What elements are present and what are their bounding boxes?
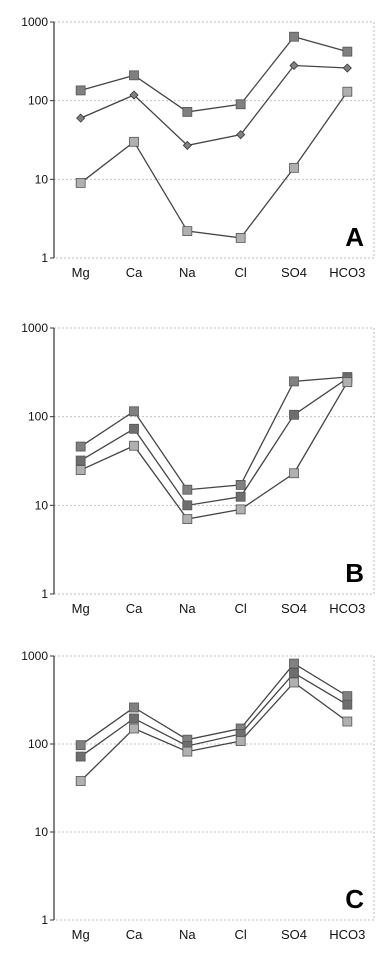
x-category-label-c-mg: Mg <box>72 927 90 942</box>
data-point-a-3-so4 <box>289 162 299 173</box>
data-point-b-2-so4 <box>289 409 299 420</box>
data-point-c-3-cl <box>235 736 246 746</box>
y-tick-label-c-1000: 1000 <box>21 649 48 663</box>
data-point-b-3-ca <box>129 440 139 451</box>
x-category-label-b-mg: Mg <box>72 601 90 616</box>
data-point-a-3-mg <box>75 178 86 188</box>
series-line-c-3 <box>80 681 348 782</box>
data-point-a-2-so4 <box>289 60 299 71</box>
x-category-label-a-ca: Ca <box>126 265 143 280</box>
data-point-b-2-mg <box>75 455 86 466</box>
data-point-a-1-ca <box>129 70 139 81</box>
chart-panel-b: 1 10 100 1000 Mg Ca Na Cl SO4 HCO3 B <box>21 321 375 616</box>
x-category-label-b-hco3: HCO3 <box>329 601 365 616</box>
x-category-label-a-na: Na <box>179 265 196 280</box>
series-line-a-1 <box>80 35 348 113</box>
y-tick-label-b-10: 10 <box>35 498 49 512</box>
panel-label-a: A <box>345 222 364 252</box>
x-category-label-b-cl: Cl <box>235 601 247 616</box>
data-point-a-2-mg <box>76 113 86 123</box>
data-point-c-2-so4 <box>289 668 299 678</box>
data-point-b-3-hco3 <box>342 377 353 388</box>
data-point-b-2-na <box>182 500 193 511</box>
data-point-c-3-so4 <box>289 677 299 688</box>
x-category-label-a-mg: Mg <box>72 265 90 280</box>
data-point-c-3-na <box>182 746 193 757</box>
series-line-a-2 <box>80 64 348 147</box>
chart-panel-c: 1 10 100 1000 Mg Ca Na Cl SO4 HCO3 C <box>21 649 375 942</box>
data-point-a-2-ca <box>129 90 139 100</box>
data-point-a-1-so4 <box>289 31 299 42</box>
series-line-c-2 <box>80 672 348 758</box>
data-point-c-2-hco3 <box>342 699 353 710</box>
data-point-b-2-ca <box>129 423 139 434</box>
y-tick-label-a-1: 1 <box>41 251 48 265</box>
data-point-c-3-ca <box>129 723 139 734</box>
data-point-c-1-so4 <box>289 658 299 669</box>
data-point-a-3-ca <box>129 136 139 147</box>
data-point-a-3-cl <box>235 233 246 243</box>
y-tick-label-c-10: 10 <box>35 825 49 839</box>
data-point-c-2-mg <box>75 751 86 762</box>
data-point-a-1-cl <box>235 99 246 110</box>
data-point-a-2-cl <box>236 130 246 140</box>
data-point-b-3-mg <box>75 465 86 475</box>
series-line-c-1 <box>80 662 348 746</box>
x-category-label-b-so4: SO4 <box>281 601 307 616</box>
data-point-b-1-mg <box>75 441 86 452</box>
x-category-label-a-cl: Cl <box>235 265 247 280</box>
data-point-c-1-ca <box>129 702 139 713</box>
data-point-a-1-mg <box>75 85 86 96</box>
data-point-a-1-hco3 <box>342 46 353 57</box>
data-point-b-3-so4 <box>289 468 299 479</box>
panel-label-c: C <box>345 884 364 914</box>
data-point-b-1-cl <box>235 480 246 490</box>
y-tick-label-c-100: 100 <box>28 737 48 751</box>
y-tick-label-a-100: 100 <box>28 94 48 108</box>
data-point-a-1-na <box>182 106 193 117</box>
data-point-b-3-na <box>182 514 193 524</box>
series-line-b-1 <box>80 376 348 491</box>
x-category-label-c-so4: SO4 <box>281 927 307 942</box>
data-point-b-2-cl <box>235 491 246 502</box>
plot-frame-b <box>53 327 375 595</box>
y-tick-label-a-1000: 1000 <box>21 15 48 29</box>
series-line-b-2 <box>80 377 348 507</box>
data-point-b-3-cl <box>235 504 246 515</box>
data-point-c-1-hco3 <box>342 691 353 702</box>
data-point-c-3-hco3 <box>342 716 353 727</box>
y-tick-label-b-1000: 1000 <box>21 321 48 335</box>
x-category-label-c-ca: Ca <box>126 927 143 942</box>
x-category-label-b-ca: Ca <box>126 601 143 616</box>
data-point-a-2-na <box>182 140 192 150</box>
plot-frame-c <box>53 655 375 921</box>
data-point-c-2-ca <box>129 713 139 724</box>
data-point-b-1-na <box>182 484 193 495</box>
panel-label-b: B <box>345 558 364 588</box>
x-category-label-c-na: Na <box>179 927 196 942</box>
x-category-label-b-na: Na <box>179 601 196 616</box>
data-point-a-3-hco3 <box>342 86 353 97</box>
data-point-a-3-na <box>182 226 193 236</box>
y-tick-label-c-1: 1 <box>41 913 48 927</box>
y-tick-label-a-10: 10 <box>35 172 49 186</box>
y-tick-label-b-100: 100 <box>28 410 48 424</box>
x-category-label-a-hco3: HCO3 <box>329 265 365 280</box>
data-point-c-1-mg <box>75 740 86 751</box>
x-category-label-a-so4: SO4 <box>281 265 307 280</box>
series-line-a-3 <box>80 91 348 239</box>
data-point-b-1-ca <box>129 406 139 417</box>
series-line-b-3 <box>80 381 348 520</box>
chart-panel-a: 1 10 100 1000 Mg Ca Na Cl SO4 HCO3 A <box>21 15 375 280</box>
data-point-b-1-so4 <box>289 376 299 387</box>
x-category-label-c-cl: Cl <box>235 927 247 942</box>
y-tick-label-b-1: 1 <box>41 587 48 601</box>
data-point-c-3-mg <box>75 776 86 786</box>
data-point-a-2-hco3 <box>342 63 352 73</box>
x-category-label-c-hco3: HCO3 <box>329 927 365 942</box>
